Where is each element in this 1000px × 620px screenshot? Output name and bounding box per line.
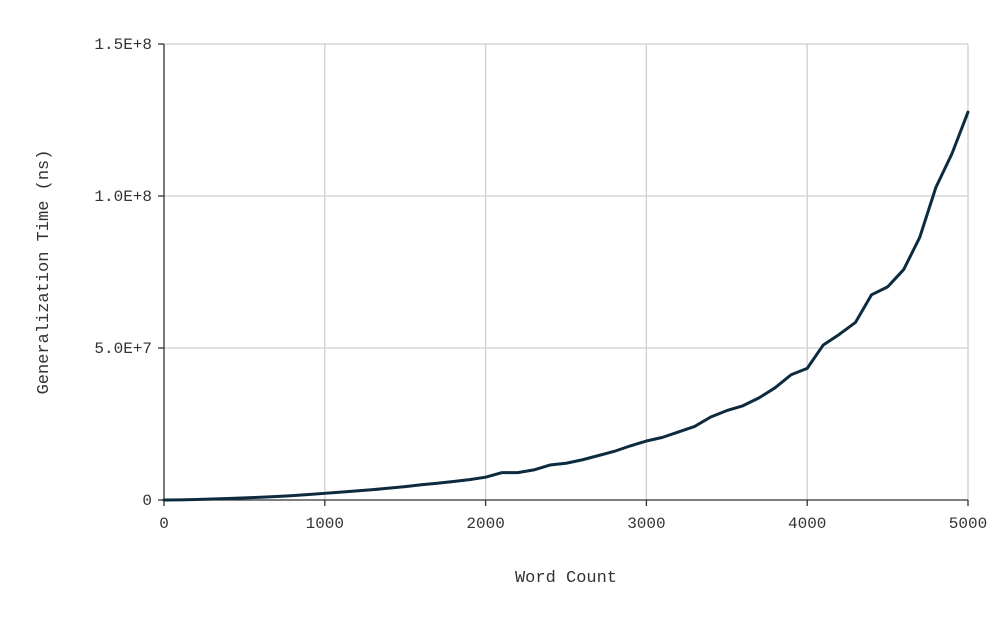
y-tick-label: 1.5E+8 (94, 36, 152, 54)
x-tick-label: 3000 (627, 515, 665, 533)
x-tick-label: 2000 (466, 515, 504, 533)
y-tick-label: 1.0E+8 (94, 188, 152, 206)
x-tick-label: 4000 (788, 515, 826, 533)
plot-area (162, 110, 970, 502)
y-tick-label: 0 (142, 492, 152, 510)
x-axis-title: Word Count (515, 569, 617, 588)
x-tick-label: 1000 (306, 515, 344, 533)
x-tick-label: 0 (159, 515, 169, 533)
axes (158, 43, 969, 506)
y-tick-label: 5.0E+7 (94, 340, 152, 358)
grid (164, 43, 969, 500)
y-axis-title: Generalization Time (ns) (35, 150, 54, 395)
x-tick-label: 5000 (949, 515, 987, 533)
tick-labels: 0 1000 2000 3000 4000 5000 0 5.0E+7 1.0E+8 1.5E+8 (94, 36, 987, 533)
series-line (162, 110, 970, 502)
